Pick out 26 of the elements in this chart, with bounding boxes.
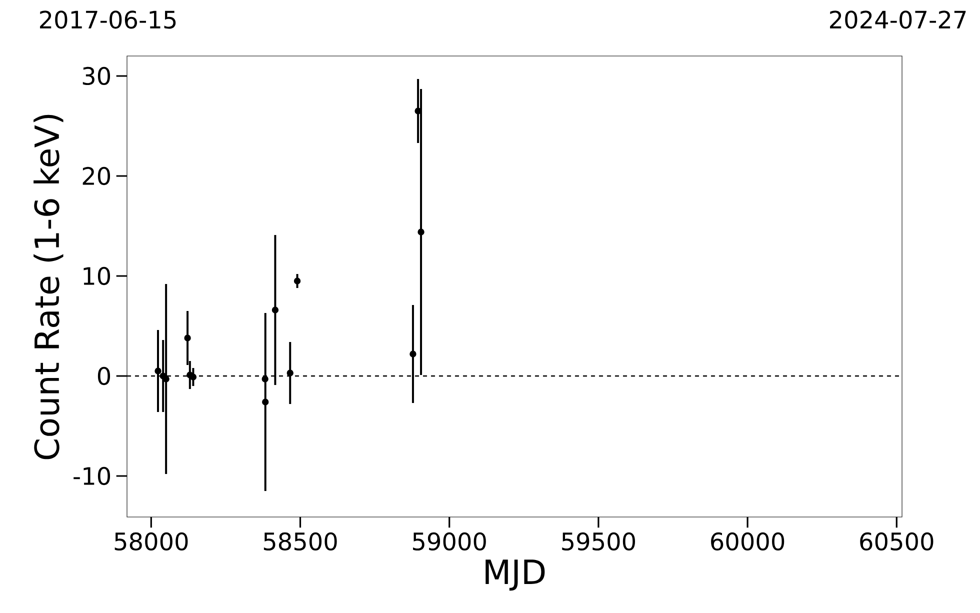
x-tick-label: 58500 — [264, 532, 337, 551]
point — [410, 350, 416, 358]
text: 2024-07-27 — [830, 10, 966, 29]
x-tick-label: 59500 — [562, 532, 636, 551]
y-tick-label: 0 — [98, 366, 110, 386]
point — [262, 398, 269, 406]
y-tick-label: 20 — [82, 166, 110, 186]
y-tick-label: 10 — [84, 266, 110, 286]
y-axis-title: Count Rate (1-6 keV) — [34, 114, 64, 460]
point — [414, 108, 422, 114]
x-tick-label: 58000 — [114, 532, 188, 551]
point — [294, 278, 301, 284]
y-tick-label: 30 — [82, 66, 110, 86]
x-axis-title: MJD — [486, 560, 545, 591]
x-tick-label: 60000 — [711, 532, 784, 551]
point — [190, 374, 197, 380]
point — [154, 368, 162, 374]
point — [184, 334, 191, 342]
x-tick-label: 60500 — [860, 532, 934, 551]
x-tick-label: 59000 — [413, 532, 486, 551]
point — [418, 228, 424, 236]
point — [286, 370, 294, 376]
y-tick-label: -10 — [74, 466, 110, 486]
point — [262, 376, 268, 382]
point — [272, 306, 279, 314]
text: 2017-06-15 — [40, 10, 176, 29]
